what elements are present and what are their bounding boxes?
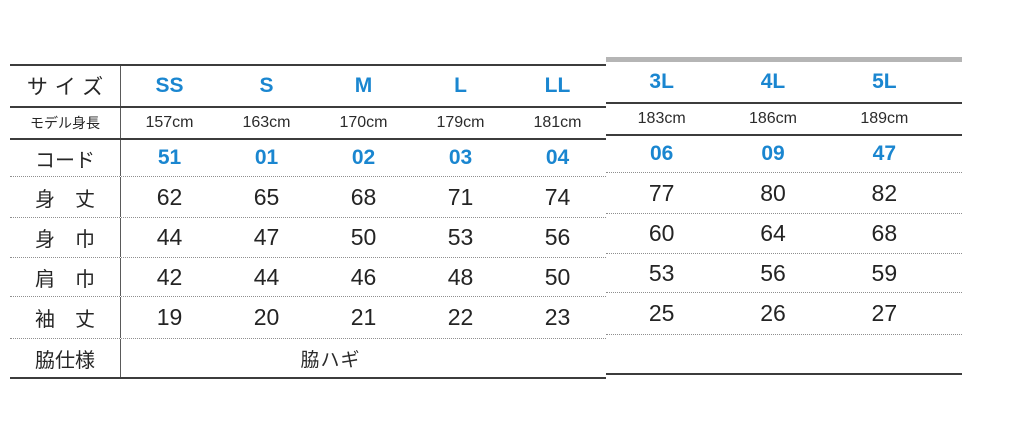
model-height-cell: 186cm [748,110,797,127]
model-height-cell: 183cm [637,110,686,127]
shoulder-width-cell: 59 [871,259,898,286]
shoulder-width-cell: 48 [447,263,474,290]
shoulder-width-cell: 56 [760,259,786,286]
body-length-row: 身 丈 62 65 68 71 74 [10,177,606,218]
shoulder-width-cell: 50 [544,263,571,290]
body-length-cell: 74 [544,183,571,210]
sleeve-length-cell: 27 [871,300,898,326]
sleeve-length-cell: 20 [253,304,280,330]
side-spec-row: 脇仕様 脇ハギ [10,339,606,379]
model-height-cell: 157cm [145,114,194,131]
body-length-cell: 82 [871,179,898,206]
size-header-cell-ss: SS [155,74,184,97]
sleeve-length-cell: 26 [760,300,786,326]
size-chart-main-section: サイズ SS S M L LL モデル身長 157cm 163cm 170cm … [10,64,606,379]
code-cell: 51 [157,146,182,169]
body-length-cell: 80 [760,179,786,206]
size-header-cell-l: L [454,74,467,97]
size-header-cell-3l: 3L [649,70,674,93]
body-width-row-label: 身 巾 [10,218,121,257]
size-header-row: サイズ SS S M L LL [10,66,606,108]
model-height-cell: 163cm [242,114,291,131]
code-cell: 03 [448,146,473,169]
shoulder-width-cell: 46 [350,263,377,290]
size-header-cell-m: M [354,74,373,97]
size-header-row-large: 3L 4L 5L [606,62,962,104]
shoulder-width-cell: 53 [648,259,675,286]
sleeve-length-row: 袖 丈 19 20 21 22 23 [10,297,606,339]
body-length-cell: 65 [253,183,280,210]
sleeve-length-cell: 21 [350,304,377,330]
shoulder-width-cell: 44 [253,263,280,290]
body-length-cell: 62 [156,183,183,210]
body-width-cell: 56 [544,224,571,250]
body-length-cell: 77 [648,179,675,206]
sleeve-length-cell: 22 [447,304,474,330]
code-row-large: 06 09 47 [606,136,962,173]
body-width-cell: 47 [253,224,280,250]
body-width-cell: 60 [648,220,675,246]
model-height-cell: 181cm [533,114,582,131]
body-length-cell: 68 [350,183,377,210]
empty-cell [606,335,717,373]
side-spec-row-label: 脇仕様 [10,339,121,377]
model-height-row-large: 183cm 186cm 189cm [606,104,962,136]
sleeve-length-cell: 23 [544,304,571,330]
side-spec-value: 脇ハギ [300,349,361,371]
size-header-cell-4l: 4L [760,70,786,93]
model-height-row-label: モデル身長 [10,108,121,138]
body-width-cell: 68 [871,220,898,246]
body-width-row: 身 巾 44 47 50 53 56 [10,218,606,258]
body-width-cell: 53 [447,224,474,250]
empty-cell [829,335,940,373]
size-chart-large-section: 3L 4L 5L 183cm 186cm 189cm 06 09 47 77 8… [606,57,962,375]
sleeve-length-row-label: 袖 丈 [10,297,121,338]
code-cell: 04 [545,146,570,169]
code-cell: 02 [351,146,376,169]
body-length-row-label: 身 丈 [10,177,121,217]
shoulder-width-row-large: 53 56 59 [606,254,962,293]
size-header-cell-ll: LL [544,74,571,97]
code-row: コード 51 01 02 03 04 [10,140,606,177]
code-cell: 01 [254,146,279,169]
size-header-cell-5l: 5L [872,70,897,93]
body-width-cell: 44 [156,224,183,250]
body-length-cell: 71 [447,183,474,210]
body-width-cell: 64 [760,220,786,246]
code-cell: 47 [872,142,896,165]
code-cell: 09 [761,142,785,165]
size-header-cell-s: S [259,74,274,97]
sleeve-length-row-large: 25 26 27 [606,293,962,335]
shoulder-width-cell: 42 [156,263,183,290]
model-height-cell: 170cm [339,114,388,131]
code-row-label: コード [10,140,121,176]
shoulder-width-row-label: 肩 巾 [10,258,121,296]
body-width-row-large: 60 64 68 [606,214,962,254]
empty-cell [717,335,828,373]
sleeve-length-cell: 25 [648,300,675,326]
body-width-cell: 50 [350,224,377,250]
body-length-row-large: 77 80 82 [606,173,962,214]
size-row-label: サイズ [10,66,121,106]
shoulder-width-row: 肩 巾 42 44 46 48 50 [10,258,606,297]
model-height-cell: 189cm [860,110,909,127]
model-height-row: モデル身長 157cm 163cm 170cm 179cm 181cm [10,108,606,140]
sleeve-length-cell: 19 [156,304,183,330]
side-spec-row-large-empty [606,335,962,375]
model-height-cell: 179cm [436,114,485,131]
code-cell: 06 [649,142,674,165]
